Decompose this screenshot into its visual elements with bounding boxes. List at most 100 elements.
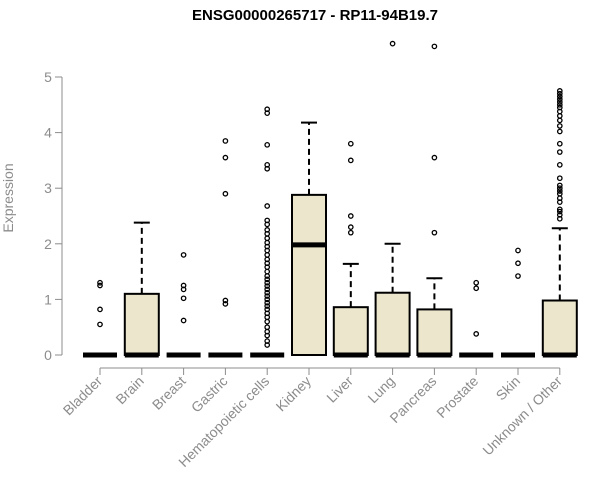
box-rect <box>332 306 369 356</box>
outlier-point <box>264 276 271 283</box>
outlier-point <box>556 185 563 192</box>
outlier-point <box>556 113 563 119</box>
outlier-point <box>473 285 480 292</box>
boxes-group <box>83 40 578 358</box>
outlier-point <box>556 149 563 155</box>
outlier-point <box>556 123 563 129</box>
outlier-point <box>97 306 103 313</box>
outlier-point <box>347 140 354 147</box>
box-pancreas <box>416 43 453 358</box>
y-tick-label: 1 <box>44 291 52 307</box>
y-tick-label: 2 <box>44 236 52 252</box>
outlier-point <box>473 279 480 286</box>
outlier-point <box>431 43 438 50</box>
outlier-point <box>264 141 271 148</box>
outlier-point <box>347 224 354 230</box>
x-tick-label: Unknown / Other <box>479 373 565 459</box>
outlier-point <box>556 128 563 135</box>
outlier-point <box>222 138 229 144</box>
outlier-point <box>264 235 271 242</box>
outlier-point <box>264 273 271 279</box>
box-rect <box>123 292 160 356</box>
outlier-point <box>556 117 563 124</box>
outlier-point <box>97 321 103 328</box>
outlier-point <box>389 40 396 47</box>
outlier-point <box>556 93 563 100</box>
outlier-point <box>264 221 271 228</box>
box-rect <box>374 291 411 356</box>
y-axis-label: Expression <box>0 163 16 232</box>
outlier-point <box>222 300 229 307</box>
box-gastric <box>208 138 243 358</box>
outlier-point <box>97 279 103 286</box>
chart-title: ENSG00000265717 - RP11-94B19.7 <box>191 7 438 24</box>
outlier-point <box>347 229 354 236</box>
outlier-point <box>264 332 271 339</box>
box-liver <box>332 140 369 358</box>
outlier-point <box>556 101 563 108</box>
outlier-point <box>556 188 563 194</box>
outlier-point <box>180 252 187 258</box>
x-tick-label: Skin <box>493 373 524 404</box>
x-tick-label: Bladder <box>60 373 106 419</box>
box-unknown-other <box>541 88 578 358</box>
outlier-point <box>264 293 271 299</box>
outlier-point <box>431 229 438 236</box>
outlier-point <box>556 90 563 97</box>
outlier-point <box>264 110 271 116</box>
outlier-point <box>264 296 271 303</box>
outlier-point <box>556 161 563 168</box>
outlier-point <box>222 190 229 197</box>
outlier-point <box>556 215 563 222</box>
x-tick-label: Prostate <box>433 373 481 421</box>
outlier-point <box>556 175 563 182</box>
outlier-point <box>556 206 563 213</box>
outlier-point <box>222 297 229 304</box>
outlier-point <box>264 279 271 286</box>
outlier-point <box>515 260 521 267</box>
outlier-point <box>556 140 563 147</box>
box-brain <box>123 221 160 358</box>
outlier-point <box>180 295 187 302</box>
box-skin <box>501 247 535 358</box>
outlier-point <box>515 247 521 254</box>
box-rect <box>541 299 578 356</box>
outlier-point <box>264 252 271 258</box>
outlier-point <box>556 208 563 215</box>
outlier-point <box>556 182 563 189</box>
x-tick-label: Liver <box>323 373 356 406</box>
outlier-point <box>264 299 271 306</box>
y-tick-label: 0 <box>44 347 52 363</box>
outlier-point <box>556 99 563 105</box>
outlier-point <box>556 88 563 94</box>
outlier-point <box>264 342 271 348</box>
outlier-point <box>222 154 229 161</box>
outlier-point <box>264 303 271 309</box>
box-rect <box>291 193 327 356</box>
outlier-point <box>264 289 271 296</box>
y-tick-label: 5 <box>44 69 52 85</box>
outlier-point <box>264 165 271 172</box>
outlier-point <box>473 331 480 337</box>
outlier-point <box>264 203 271 209</box>
x-tick-label: Kidney <box>273 373 315 415</box>
outlier-point <box>264 268 271 275</box>
outlier-point <box>515 273 521 279</box>
box-hematopoietic-cells <box>250 106 285 358</box>
outlier-point <box>180 286 187 293</box>
outlier-point <box>347 213 354 219</box>
y-tick-label: 4 <box>44 125 52 141</box>
outlier-point <box>264 318 271 325</box>
x-tick-label: Lung <box>364 373 397 406</box>
outlier-point <box>347 157 354 164</box>
box-bladder <box>83 279 117 358</box>
outlier-point <box>431 154 438 161</box>
outlier-point <box>264 283 271 289</box>
outlier-point <box>264 286 271 293</box>
box-rect <box>416 308 453 356</box>
outlier-point <box>556 199 563 205</box>
y-tick-label: 3 <box>44 180 52 196</box>
box-breast <box>166 252 201 358</box>
box-kidney <box>291 121 327 356</box>
